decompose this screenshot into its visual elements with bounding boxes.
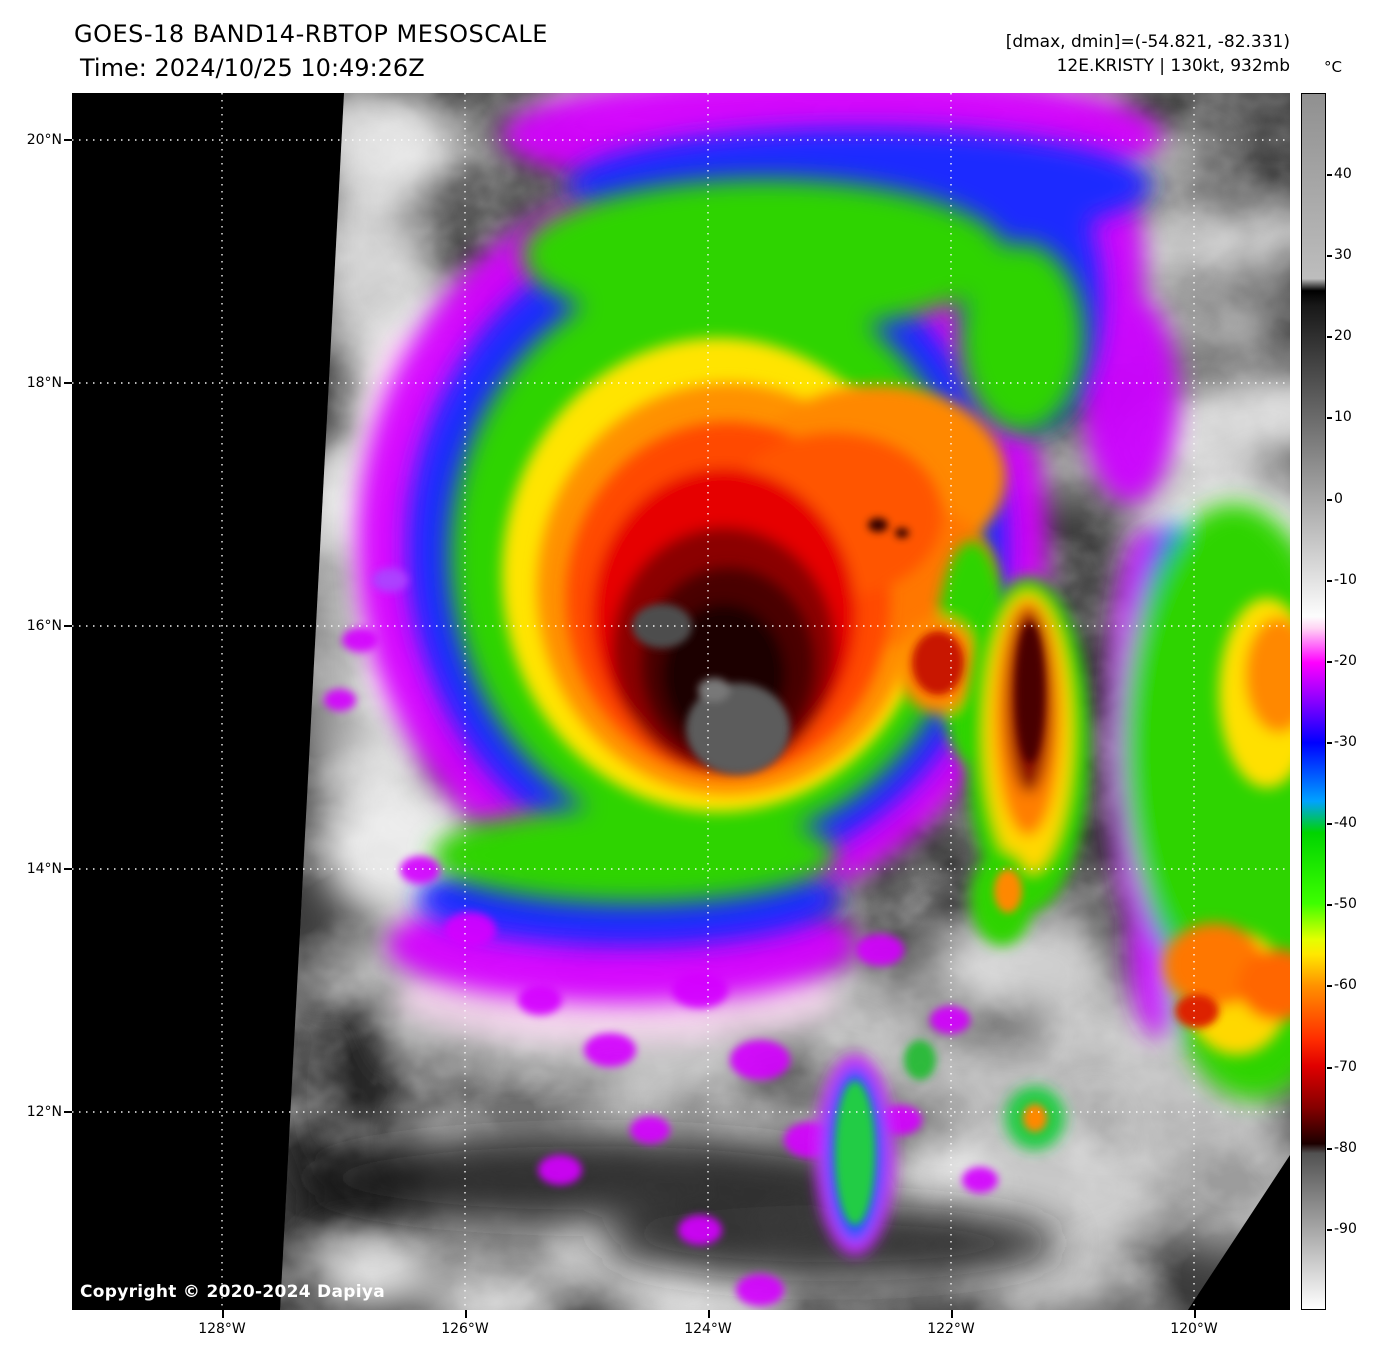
colorbar-tick	[1327, 174, 1332, 176]
timestamp: Time: 2024/10/25 10:49:26Z	[80, 54, 425, 82]
colorbar-tick	[1327, 742, 1332, 744]
colorbar-unit-label: °C	[1324, 58, 1342, 76]
satellite-map	[72, 93, 1290, 1310]
colorbar-tick	[1327, 904, 1332, 906]
satellite-image	[72, 93, 1290, 1310]
colorbar-tick-label: 30	[1334, 247, 1352, 263]
colorbar-tick	[1327, 499, 1332, 501]
colorbar-tick-label: -50	[1334, 896, 1357, 912]
page-title: GOES-18 BAND14-RBTOP MESOSCALE	[74, 20, 548, 48]
colorbar-tick-label: 40	[1334, 166, 1352, 182]
lat-tick-label: 16°N	[26, 618, 62, 634]
colorbar	[1301, 93, 1326, 1310]
east-edge-cold-field	[1108, 503, 1290, 1100]
lon-tick-label: 124°W	[684, 1321, 732, 1337]
lon-tick	[1194, 1310, 1196, 1318]
colorbar-tick-label: -70	[1334, 1059, 1357, 1075]
south-cold-sliver	[815, 1055, 1065, 1255]
lat-tick-label: 20°N	[26, 132, 62, 148]
lat-tick	[64, 1111, 72, 1113]
colorbar-tick-label: -40	[1334, 815, 1357, 831]
colorbar-tick	[1327, 255, 1332, 257]
grid-lines	[72, 93, 1290, 1310]
lat-tick-label: 12°N	[26, 1104, 62, 1120]
lon-tick	[951, 1310, 953, 1318]
colorbar-tick-label: -30	[1334, 734, 1357, 750]
colorbar-tick	[1327, 661, 1332, 663]
colorbar-tick	[1327, 985, 1332, 987]
lon-tick	[465, 1310, 467, 1318]
lon-tick-label: 122°W	[927, 1321, 975, 1337]
lon-tick-label: 120°W	[1170, 1321, 1218, 1337]
colorbar-tick	[1327, 580, 1332, 582]
lat-tick-label: 14°N	[26, 861, 62, 877]
lon-tick	[708, 1310, 710, 1318]
colorbar-tick-label: -80	[1334, 1140, 1357, 1156]
lon-tick-label: 126°W	[441, 1321, 489, 1337]
lon-tick	[222, 1310, 224, 1318]
colorbar-tick-label: 10	[1334, 409, 1352, 425]
range-info: [dmax, dmin]=(-54.821, -82.331)	[1005, 32, 1290, 52]
colorbar-tick-label: -10	[1334, 572, 1357, 588]
hurricane	[324, 93, 1290, 1306]
lon-tick-label: 128°W	[198, 1321, 246, 1337]
colorbar-tick	[1327, 417, 1332, 419]
lat-tick	[64, 382, 72, 384]
colorbar-tick	[1327, 1067, 1332, 1069]
colorbar-tick	[1327, 1229, 1332, 1231]
colorbar-tick	[1327, 823, 1332, 825]
colorbar-tick	[1327, 1148, 1332, 1150]
colorbar-tick-label: -20	[1334, 653, 1357, 669]
lat-tick	[64, 868, 72, 870]
colorbar-tick-label: -90	[1334, 1221, 1357, 1237]
storm-info: 12E.KRISTY | 130kt, 932mb	[1056, 56, 1290, 76]
hurricane-eye	[632, 604, 790, 775]
colorbar-tick-label: 20	[1334, 328, 1352, 344]
east-convective-band	[868, 518, 1090, 946]
colorbar-tick-label: -60	[1334, 977, 1357, 993]
lat-tick-label: 18°N	[26, 375, 62, 391]
copyright-watermark: Copyright © 2020-2024 Dapiya	[80, 1282, 385, 1302]
lat-tick	[64, 625, 72, 627]
colorbar-tick	[1327, 336, 1332, 338]
lat-tick	[64, 139, 72, 141]
colorbar-tick-label: 0	[1334, 491, 1343, 507]
